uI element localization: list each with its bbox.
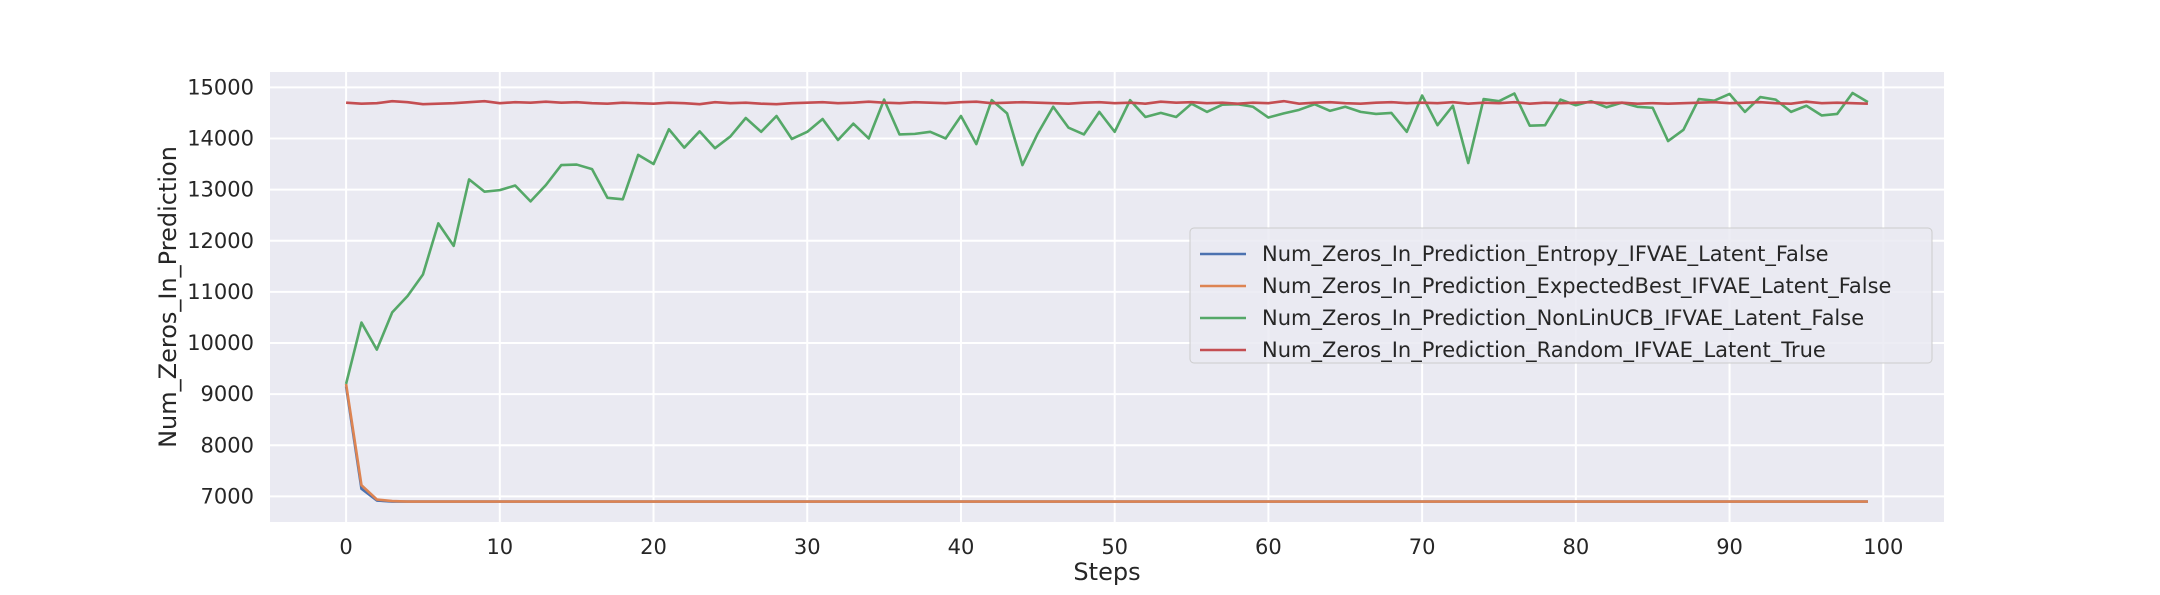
x-tick-label: 10 [486,535,513,559]
x-axis-label: Steps [1073,558,1140,586]
legend-entry: Num_Zeros_In_Prediction_Entropy_IFVAE_La… [1262,242,1829,267]
x-tick-label: 40 [948,535,975,559]
legend-entry: Num_Zeros_In_Prediction_NonLinUCB_IFVAE_… [1262,306,1864,331]
y-tick-label: 9000 [201,382,254,406]
y-tick-label: 8000 [201,433,254,457]
legend-box [1189,227,1933,364]
series-line-2 [344,383,1868,503]
y-tick-label: 11000 [187,280,254,304]
y-tick-label: 10000 [187,331,254,355]
x-tick-label: 50 [1101,535,1128,559]
y-tick-label: 13000 [187,178,254,202]
x-tick-label: 100 [1863,535,1903,559]
y-tick-label: 15000 [187,75,254,99]
y-tick-label: 14000 [187,126,254,150]
legend: Num_Zeros_In_Prediction_Entropy_IFVAE_La… [1189,227,1933,364]
legend-entry: Num_Zeros_In_Prediction_Random_IFVAE_Lat… [1262,338,1826,363]
series-line-4 [346,99,1868,106]
y-tick-label: 7000 [201,484,254,508]
x-tick-label: 20 [640,535,667,559]
y-tick-labels: 7000 8000 9000 10000 11000 12000 13000 14000 150… [187,75,254,508]
y-tick-label: 12000 [187,229,254,253]
series-lines [344,91,1869,503]
series-line-3 [344,91,1869,385]
x-tick-label: 90 [1716,535,1743,559]
x-tick-label: 30 [794,535,821,559]
x-tick-label: 0 [339,535,352,559]
x-tick-labels: 0 10 20 30 40 50 60 70 80 90 100 [339,535,1903,559]
legend-entry: Num_Zeros_In_Prediction_ExpectedBest_IFV… [1262,274,1891,299]
x-tick-label: 70 [1409,535,1436,559]
x-tick-label: 80 [1562,535,1589,559]
x-tick-label: 60 [1255,535,1282,559]
y-axis-label: Num_Zeros_In_Prediction [154,146,182,448]
